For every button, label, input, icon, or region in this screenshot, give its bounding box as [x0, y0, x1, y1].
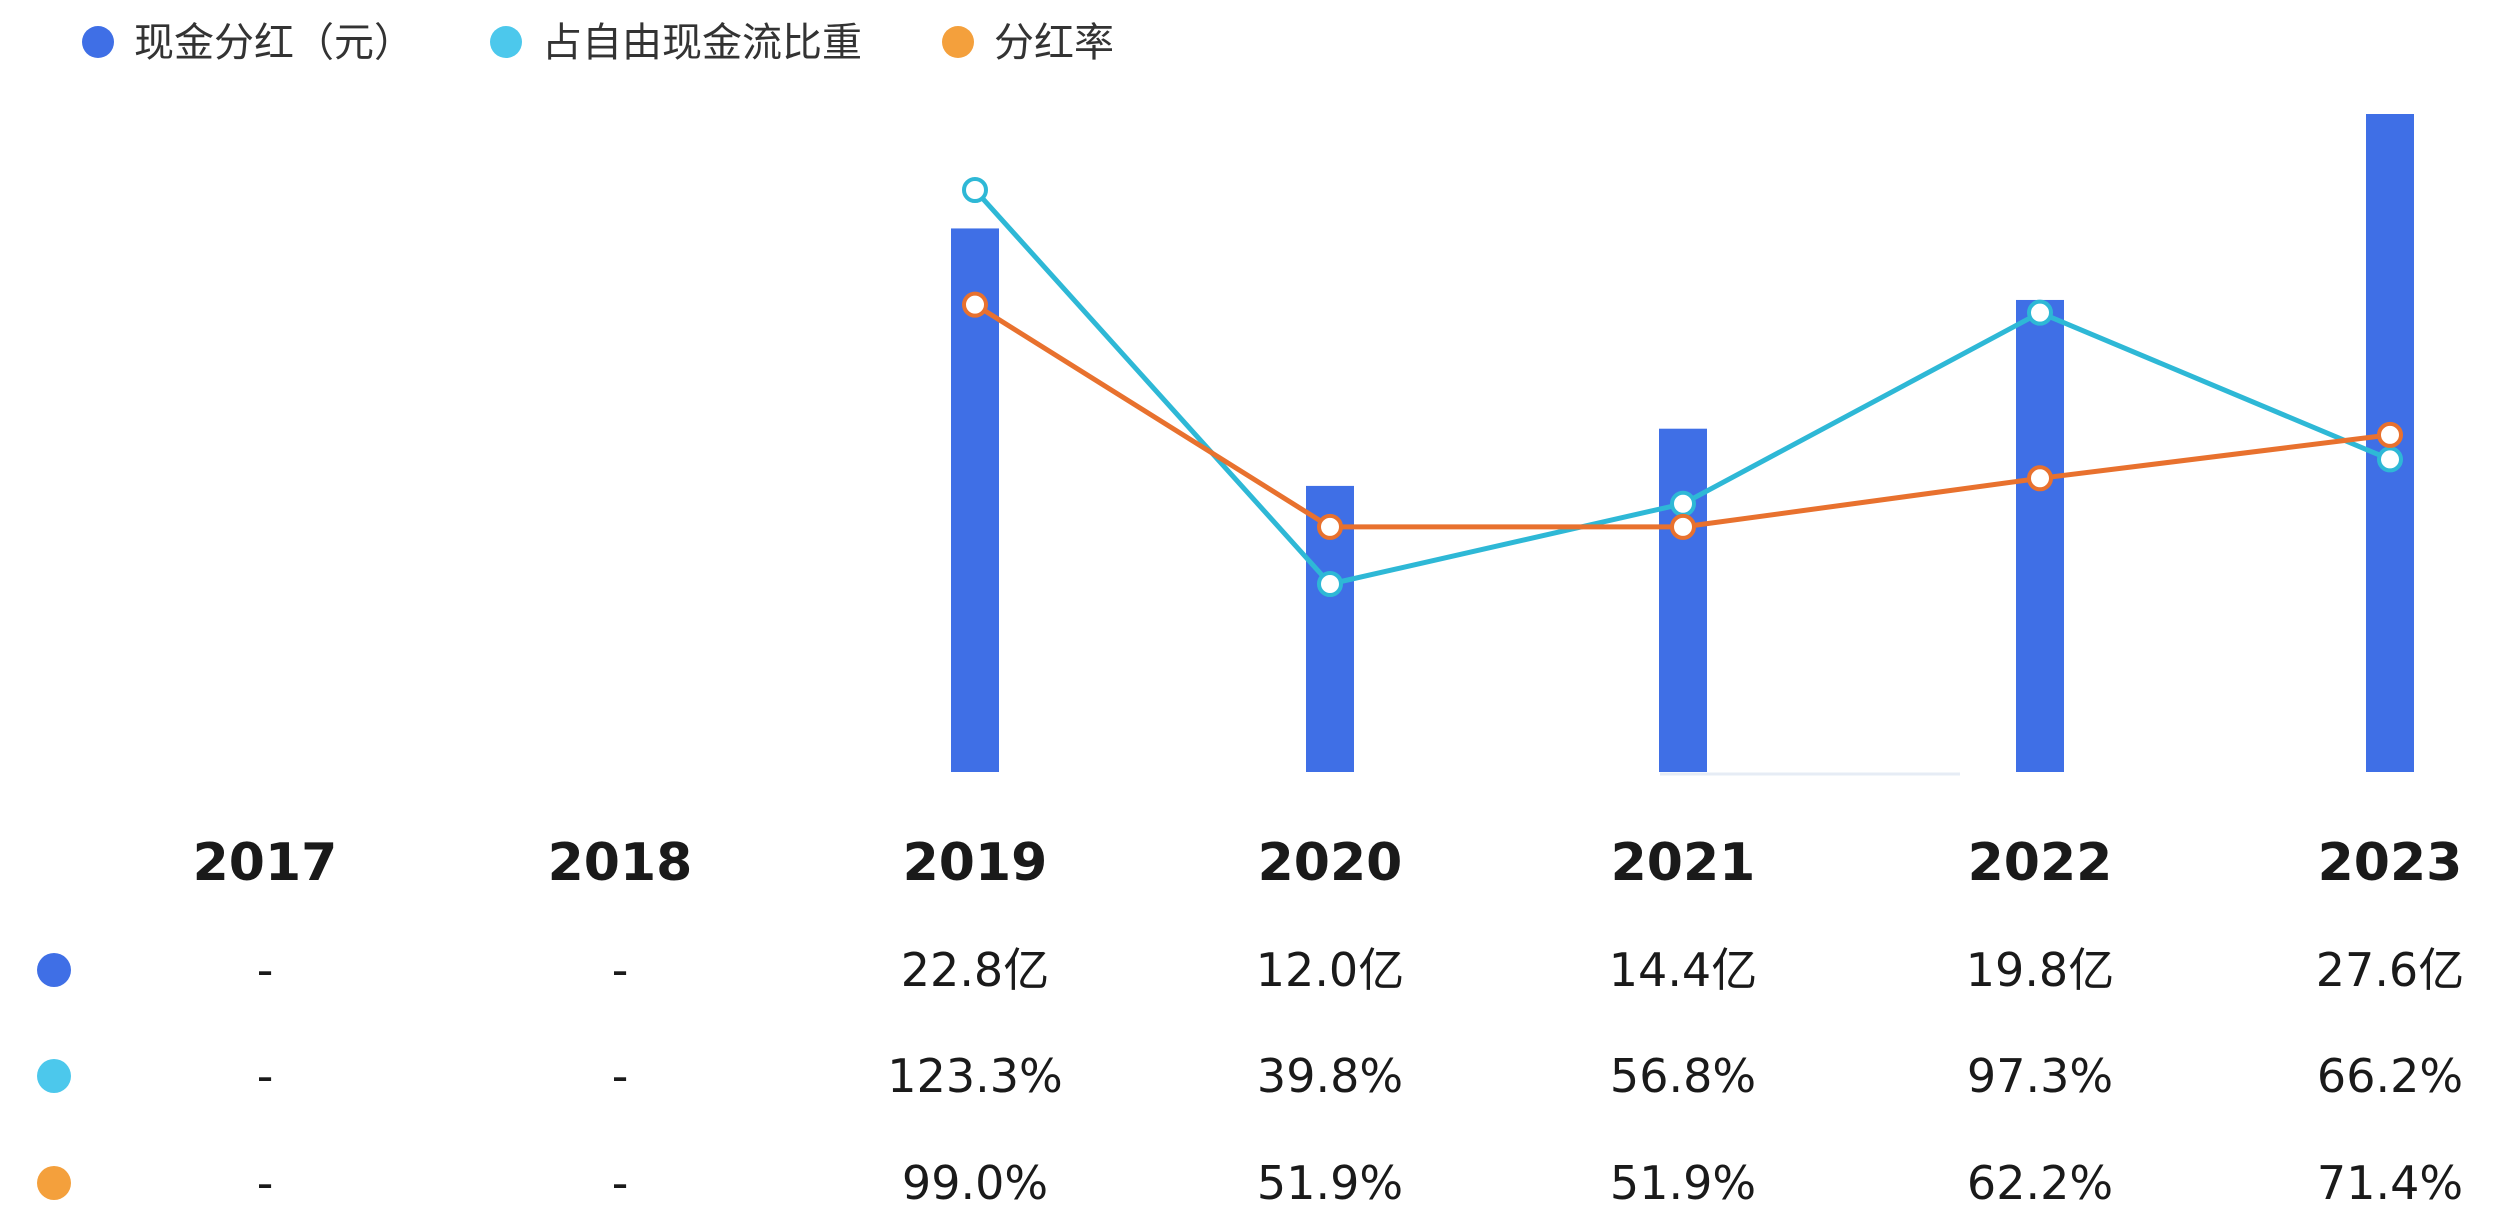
- payout-ratio-point-2021: [1670, 513, 1696, 540]
- table-row-marker-payout-ratio: [37, 1166, 71, 1200]
- year-label-2023: 2023: [2318, 833, 2463, 893]
- year-labels: 2017 2018 2019 2020 2021 2022 2023: [193, 833, 2463, 893]
- payout-ratio-point-2022: [2027, 465, 2053, 492]
- year-label-2018: 2018: [548, 833, 693, 893]
- year-label-2020: 2020: [1258, 833, 1403, 893]
- payout-ratio-point-2019: [962, 291, 988, 318]
- legend-label-2: 占自由现金流比重: [542, 20, 862, 66]
- table-cell-payout-ratio-2019: 99.0%: [902, 1156, 1048, 1210]
- payout-ratio-point-2020: [1317, 513, 1343, 540]
- legend-label-1: 现金分红（元）: [134, 20, 414, 66]
- bar-2019: [951, 228, 999, 772]
- table-cell-payout-ratio-2021: 51.9%: [1610, 1156, 1756, 1210]
- legend-marker-3: [942, 26, 974, 58]
- table-cell-fcf-ratio-2019: 123.3%: [887, 1049, 1062, 1103]
- fcf-ratio-point-2019: [962, 177, 988, 203]
- table-cell-payout-ratio-2023: 71.4%: [2317, 1156, 2463, 1210]
- fcf-ratio-point-2023: [2377, 446, 2403, 473]
- data-table: - - 22.8亿 12.0亿 14.4亿 19.8亿 27.6亿 - - 123.3% 39.8%…: [37, 943, 2464, 1210]
- table-row-marker-fcf-ratio: [37, 1059, 71, 1093]
- table-cell-dividend-2021: 14.4亿: [1609, 943, 1757, 997]
- legend-label-3: 分红率: [994, 20, 1114, 66]
- legend-marker-2: [490, 26, 522, 58]
- table-cell-fcf-ratio-2022: 97.3%: [1967, 1049, 2113, 1103]
- table-cell-dividend-2018: -: [612, 943, 629, 997]
- table-cell-payout-ratio-2020: 51.9%: [1257, 1156, 1403, 1210]
- payout-ratio-point-2023: [2377, 421, 2403, 448]
- table-cell-dividend-2020: 12.0亿: [1256, 943, 1404, 997]
- bar-2022: [2016, 299, 2064, 772]
- year-label-2021: 2021: [1611, 833, 1756, 893]
- year-label-2019: 2019: [903, 833, 1048, 893]
- table-cell-dividend-2019: 22.8亿: [901, 943, 1049, 997]
- table-cell-dividend-2022: 19.8亿: [1966, 943, 2114, 997]
- legend: 现金分红（元） 占自由现金流比重 分红率: [82, 20, 1114, 66]
- line-series: [962, 177, 2403, 597]
- table-cell-fcf-ratio-2018: -: [612, 1049, 629, 1103]
- table-cell-dividend-2023: 27.6亿: [2316, 943, 2464, 997]
- year-label-2017: 2017: [193, 833, 338, 893]
- bar-series: [951, 114, 2414, 772]
- bar-2021: [1659, 428, 1707, 772]
- table-cell-dividend-2017: -: [257, 943, 274, 997]
- fcf-ratio-point-2020: [1317, 571, 1343, 597]
- fcf-ratio-point-2022: [2027, 299, 2053, 326]
- table-cell-payout-ratio-2017: -: [257, 1156, 274, 1210]
- legend-marker-1: [82, 26, 114, 58]
- year-label-2022: 2022: [1968, 833, 2113, 893]
- fcf-ratio-point-2021: [1670, 490, 1696, 517]
- table-cell-fcf-ratio-2021: 56.8%: [1610, 1049, 1756, 1103]
- table-cell-fcf-ratio-2023: 66.2%: [2317, 1049, 2463, 1103]
- table-cell-fcf-ratio-2017: -: [257, 1049, 274, 1103]
- table-cell-fcf-ratio-2020: 39.8%: [1257, 1049, 1403, 1103]
- table-row-marker-dividend: [37, 953, 71, 987]
- table-cell-payout-ratio-2022: 62.2%: [1967, 1156, 2113, 1210]
- table-cell-payout-ratio-2018: -: [612, 1156, 629, 1210]
